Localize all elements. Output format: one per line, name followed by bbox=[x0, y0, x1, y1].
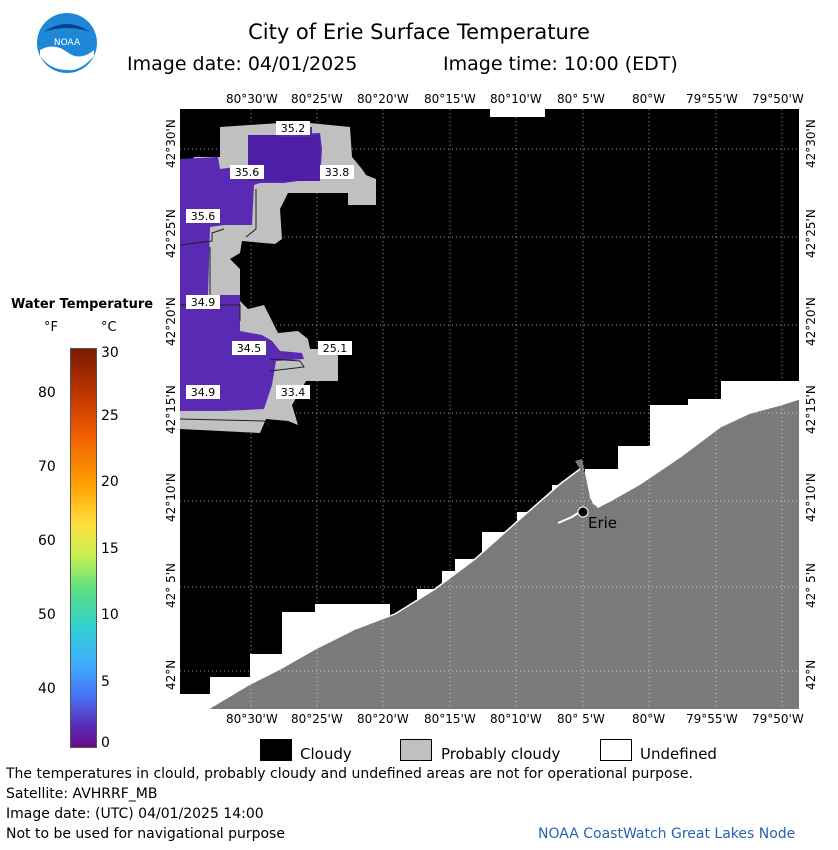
left-tick-label: 42°N bbox=[164, 659, 178, 690]
credit-link[interactable]: NOAA CoastWatch Great Lakes Node bbox=[538, 826, 796, 842]
water-temperature-area bbox=[180, 133, 322, 411]
navigation-disclaimer: Not to be used for navigational purpose bbox=[6, 826, 285, 842]
colorbar-f-tick: 70 bbox=[38, 459, 56, 475]
svg-text:34.9: 34.9 bbox=[191, 296, 216, 309]
svg-text:35.6: 35.6 bbox=[235, 166, 260, 179]
bottom-tick-label: 79°55'W bbox=[686, 712, 738, 726]
legend-swatch-probably-cloudy bbox=[400, 739, 432, 761]
disclaimer-text: The temperatures in clould, probably clo… bbox=[6, 766, 693, 782]
city-dot-icon bbox=[577, 506, 589, 518]
noaa-logo: NOAA bbox=[36, 12, 98, 74]
top-tick-label: 80°15'W bbox=[424, 92, 476, 106]
left-tick-label: 42° 5'N bbox=[164, 563, 178, 608]
colorbar-c-tick: 30 bbox=[101, 345, 119, 361]
bottom-tick-label: 79°50'W bbox=[752, 712, 804, 726]
legend-label-cloudy: Cloudy bbox=[300, 745, 352, 763]
right-tick-label: 42° 5'N bbox=[804, 563, 818, 608]
legend-label-undefined: Undefined bbox=[640, 745, 717, 763]
top-tick-label: 80°W bbox=[632, 92, 666, 106]
top-tick-label: 79°50'W bbox=[752, 92, 804, 106]
top-tick-label: 80°10'W bbox=[490, 92, 542, 106]
top-tick-label: 80°25'W bbox=[291, 92, 343, 106]
colorbar-f-tick: 80 bbox=[38, 385, 56, 401]
temp-label: 33.4 bbox=[276, 385, 310, 399]
bottom-tick-label: 80°W bbox=[632, 712, 666, 726]
left-tick-label: 42°20'N bbox=[164, 297, 178, 346]
utc-date-text: Image date: (UTC) 04/01/2025 14:00 bbox=[6, 806, 264, 822]
bottom-tick-label: 80°20'W bbox=[357, 712, 409, 726]
right-tick-label: 42°N bbox=[804, 659, 818, 690]
left-tick-label: 42°15'N bbox=[164, 385, 178, 434]
top-tick-label: 80°30'W bbox=[226, 92, 278, 106]
svg-text:35.2: 35.2 bbox=[281, 122, 306, 135]
erie-marker: Erie bbox=[557, 506, 617, 532]
left-tick-label: 42°30'N bbox=[164, 119, 178, 168]
svg-text:34.9: 34.9 bbox=[191, 386, 216, 399]
colorbar-f-tick: 40 bbox=[38, 681, 56, 697]
image-time: Image time: 10:00 (EDT) bbox=[443, 53, 678, 75]
right-tick-label: 42°20'N bbox=[804, 297, 818, 346]
temp-label: 33.8 bbox=[320, 165, 354, 179]
bottom-tick-label: 80°15'W bbox=[424, 712, 476, 726]
colorbar-c-tick: 0 bbox=[101, 735, 110, 751]
svg-text:25.1: 25.1 bbox=[323, 342, 348, 355]
legend-label-probably-cloudy: Probably cloudy bbox=[441, 745, 561, 763]
temp-label: 35.6 bbox=[186, 209, 220, 223]
legend-swatch-cloudy bbox=[260, 739, 292, 761]
top-tick-label: 80° 5'W bbox=[557, 92, 605, 106]
colorbar-unit-f: °F bbox=[44, 320, 58, 335]
svg-text:33.4: 33.4 bbox=[281, 386, 306, 399]
undefined-area-top bbox=[490, 109, 545, 117]
svg-text:35.6: 35.6 bbox=[191, 210, 216, 223]
colorbar-unit-c: °C bbox=[101, 320, 117, 335]
temp-label: 35.2 bbox=[276, 121, 310, 135]
colorbar-c-tick: 15 bbox=[101, 541, 119, 557]
right-tick-label: 42°30'N bbox=[804, 119, 818, 168]
right-tick-label: 42°25'N bbox=[804, 209, 818, 258]
image-date: Image date: 04/01/2025 bbox=[127, 53, 358, 75]
temp-label: 25.1 bbox=[318, 341, 352, 355]
page-title: City of Erie Surface Temperature bbox=[248, 20, 590, 44]
bottom-tick-label: 80°10'W bbox=[490, 712, 542, 726]
logo-text: NOAA bbox=[54, 38, 81, 48]
bottom-tick-label: 80° 5'W bbox=[557, 712, 605, 726]
right-tick-label: 42°10'N bbox=[804, 473, 818, 522]
noaa-logo-icon: NOAA bbox=[37, 13, 97, 73]
contours bbox=[179, 189, 305, 428]
city-label: Erie bbox=[588, 514, 617, 532]
right-tick-label: 42°15'N bbox=[804, 385, 818, 434]
top-tick-label: 80°20'W bbox=[357, 92, 409, 106]
top-tick-label: 79°55'W bbox=[686, 92, 738, 106]
temp-label: 34.5 bbox=[232, 341, 266, 355]
graticule bbox=[180, 109, 799, 709]
satellite-text: Satellite: AVHRRF_MB bbox=[6, 786, 158, 802]
temperature-labels: 35.2 35.6 33.8 35.6 34.9 34.5 25.1 34.9 … bbox=[186, 121, 354, 399]
map-svg: 35.2 35.6 33.8 35.6 34.9 34.5 25.1 34.9 … bbox=[179, 109, 800, 710]
colorbar-f-tick: 50 bbox=[38, 607, 56, 623]
legend-swatch-undefined bbox=[600, 739, 632, 761]
map-panel: 35.2 35.6 33.8 35.6 34.9 34.5 25.1 34.9 … bbox=[179, 109, 800, 710]
temp-label: 34.9 bbox=[186, 385, 220, 399]
colorbar-f-tick: 60 bbox=[38, 533, 56, 549]
colorbar-c-tick: 20 bbox=[101, 474, 119, 490]
svg-text:34.5: 34.5 bbox=[237, 342, 262, 355]
bottom-tick-label: 80°25'W bbox=[291, 712, 343, 726]
colorbar-c-tick: 10 bbox=[101, 607, 119, 623]
colorbar-title: Water Temperature bbox=[11, 297, 154, 312]
colorbar-gradient bbox=[70, 348, 97, 748]
temp-label: 35.6 bbox=[230, 165, 264, 179]
temp-label: 34.9 bbox=[186, 295, 220, 309]
left-tick-label: 42°25'N bbox=[164, 209, 178, 258]
svg-text:33.8: 33.8 bbox=[325, 166, 350, 179]
colorbar-c-tick: 5 bbox=[101, 674, 110, 690]
left-tick-label: 42°10'N bbox=[164, 473, 178, 522]
colorbar-c-tick: 25 bbox=[101, 408, 119, 424]
shoreline bbox=[207, 468, 581, 710]
shoreline-east bbox=[589, 398, 800, 508]
bottom-tick-label: 80°30'W bbox=[226, 712, 278, 726]
